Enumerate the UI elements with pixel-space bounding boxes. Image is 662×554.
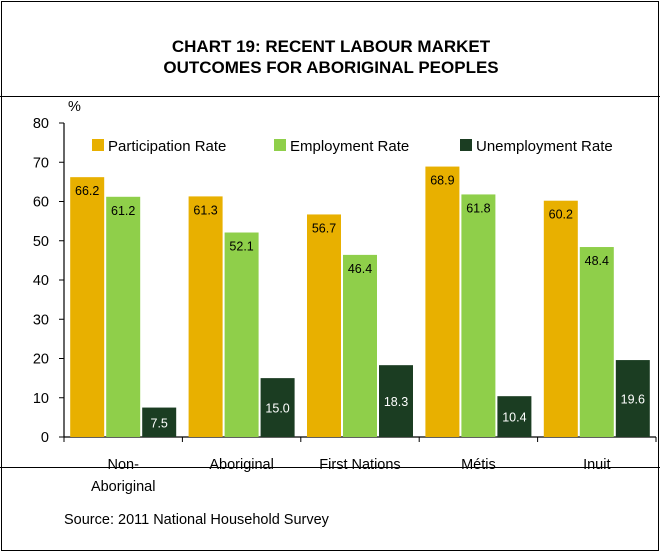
data-label: 60.2 <box>549 208 573 222</box>
bar-participation-rate <box>188 196 223 437</box>
legend-label: Employment Rate <box>290 138 409 155</box>
data-label: 18.3 <box>384 395 408 409</box>
data-label: 61.8 <box>466 201 490 215</box>
chart-title: CHART 19: RECENT LABOUR MARKET OUTCOMES … <box>0 36 662 78</box>
bar-employment-rate <box>106 196 141 437</box>
bar-employment-rate <box>224 232 259 437</box>
bar-participation-rate <box>307 214 341 437</box>
bar-participation-rate <box>543 200 578 437</box>
y-tick-label: 20 <box>33 352 49 368</box>
bar-employment-rate <box>343 254 377 437</box>
legend-swatch <box>274 139 286 151</box>
y-tick-label: 30 <box>33 312 49 328</box>
data-label: 56.7 <box>312 221 336 235</box>
bar-unemployment-rate <box>142 407 177 437</box>
data-label: 19.6 <box>621 393 645 407</box>
y-tick-label: 60 <box>33 195 49 211</box>
data-label: 46.4 <box>348 262 372 276</box>
bar-employment-rate <box>579 247 614 437</box>
source-note: Source: 2011 National Household Survey <box>64 512 329 528</box>
x-tick-label: Métis <box>461 457 496 473</box>
bar-unemployment-rate <box>497 396 532 437</box>
legend-swatch <box>460 139 472 151</box>
data-label: 10.4 <box>502 411 526 425</box>
data-label: 68.9 <box>430 174 454 188</box>
bar-unemployment-rate <box>615 360 650 437</box>
x-tick-label: First Nations <box>319 457 400 473</box>
data-label: 48.4 <box>585 254 609 268</box>
bar-unemployment-rate <box>260 378 295 437</box>
y-tick-label: 10 <box>33 391 49 407</box>
bar-participation-rate <box>425 166 460 437</box>
bar-employment-rate <box>461 194 496 437</box>
data-label: 61.2 <box>111 204 135 218</box>
x-tick-label: Aboriginal <box>91 479 156 495</box>
x-tick-label: Inuit <box>583 457 610 473</box>
chart-title-line-2: OUTCOMES FOR ABORIGINAL PEOPLES <box>163 58 499 77</box>
data-label: 7.5 <box>151 416 168 430</box>
data-label: 15.0 <box>265 402 289 416</box>
y-tick-label: 80 <box>33 116 49 132</box>
legend-label: Unemployment Rate <box>476 138 613 155</box>
y-axis-label: % <box>68 99 81 115</box>
y-tick-label: 0 <box>41 430 49 446</box>
y-tick-label: 40 <box>33 273 49 289</box>
chart-title-line-1: CHART 19: RECENT LABOUR MARKET <box>171 37 491 56</box>
bar-unemployment-rate <box>379 365 413 437</box>
x-tick-label: Aboriginal <box>209 457 274 473</box>
bar-participation-rate <box>70 177 105 438</box>
y-tick-label: 70 <box>33 155 49 171</box>
x-tick-label: Non- <box>107 457 139 473</box>
y-tick-label: 50 <box>33 234 49 250</box>
data-label: 61.3 <box>193 203 217 217</box>
legend-swatch <box>92 139 104 151</box>
data-label: 66.2 <box>75 184 99 198</box>
legend-label: Participation Rate <box>108 138 226 155</box>
data-label: 52.1 <box>229 240 253 254</box>
plot-area-border <box>0 96 660 468</box>
